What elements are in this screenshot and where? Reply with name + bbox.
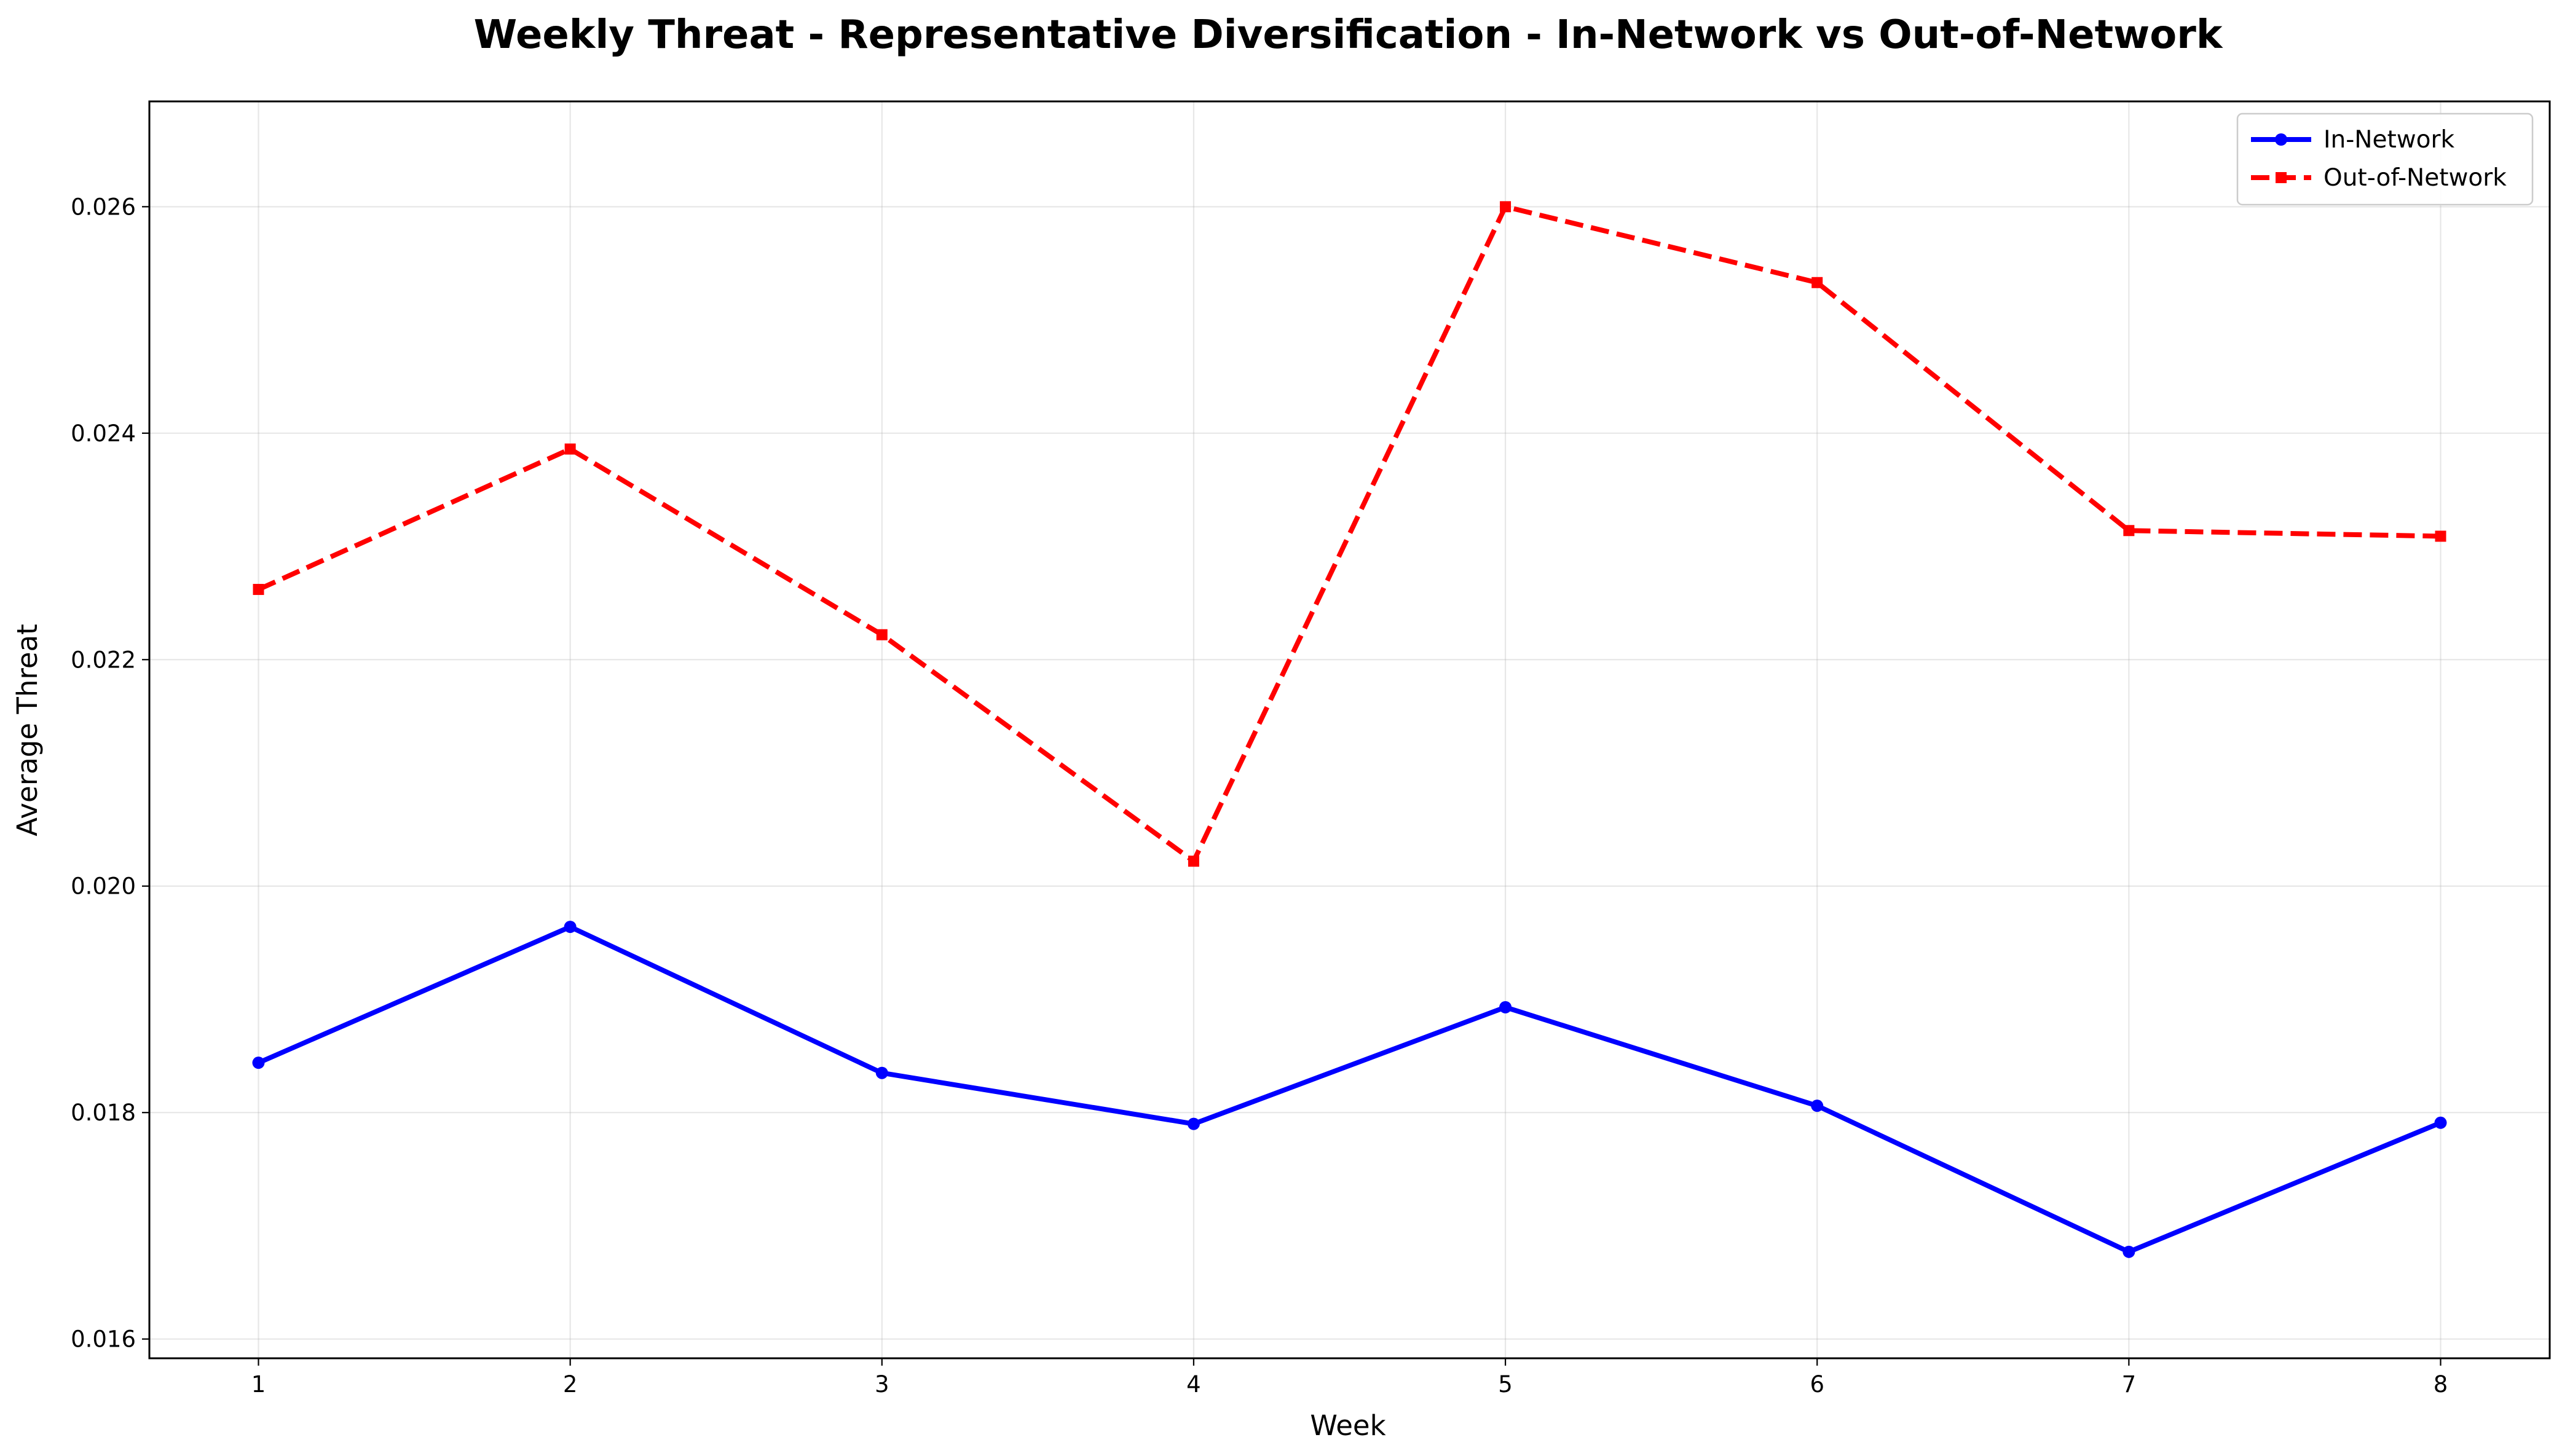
x-tick-label: 7 [2122,1371,2137,1398]
x-tick-label: 5 [1498,1371,1513,1398]
data-point [1811,1100,1824,1112]
data-point [875,1066,888,1079]
data-point [252,1057,265,1069]
y-tick-label: 0.020 [71,873,136,900]
data-point [1811,277,1823,288]
y-tick-label: 0.016 [71,1326,136,1353]
data-point [2123,1245,2135,1258]
y-tick-label: 0.018 [71,1100,136,1126]
plot-area-frame [148,100,2551,1360]
data-point [2434,1116,2447,1129]
series-line-out-of-network [257,204,2441,864]
series-lines [252,201,2447,1258]
data-point [564,921,577,934]
x-tick-label: 4 [1186,1371,1201,1398]
y-tick-label: 0.022 [71,647,136,673]
chart-title: Weekly Threat - Representative Diversifi… [474,12,2223,58]
x-tick-label: 6 [1810,1371,1824,1398]
data-point [1500,201,1512,213]
legend: In-Network Out-of-Network [2236,112,2534,206]
data-point [1499,1001,1512,1013]
x-tick-label: 1 [251,1371,266,1398]
grid-lines [149,101,2550,1358]
data-point [253,584,264,596]
legend-box [2236,112,2534,206]
data-point [564,443,576,455]
y-tick-label: 0.026 [71,194,136,220]
data-point [2123,525,2135,537]
x-tick-label: 2 [563,1371,578,1398]
data-point [876,629,888,640]
axis-ticks: 1 2 3 4 5 6 7 8 0.016 0.018 0.020 0.022 0.024 0.026 [71,194,2448,1398]
series-line-in-network [257,924,2442,1254]
legend-swatch-marker [2275,133,2287,146]
y-tick-label: 0.024 [71,420,136,447]
legend-label: In-Network [2324,126,2455,154]
legend-label: Out-of-Network [2324,164,2507,192]
x-axis-label: Week [1310,1409,1385,1442]
y-axis-label: Average Threat [11,624,44,836]
data-point [1188,856,1199,867]
data-point [1187,1117,1200,1130]
legend-swatch-marker [2276,172,2287,183]
data-point [2435,530,2446,542]
x-tick-label: 8 [2434,1371,2448,1398]
x-tick-label: 3 [875,1371,889,1398]
